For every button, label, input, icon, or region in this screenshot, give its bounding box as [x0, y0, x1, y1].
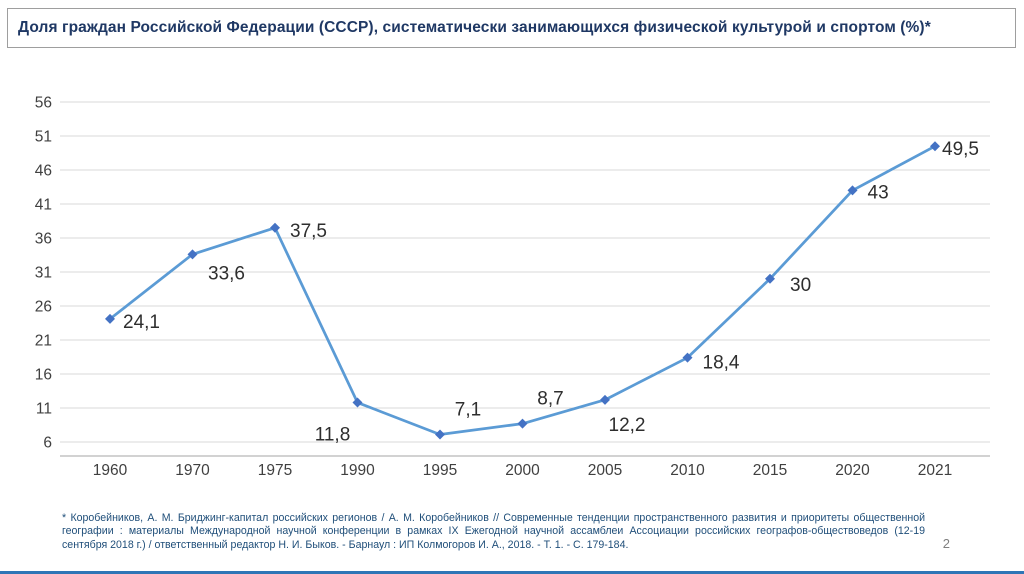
- svg-text:41: 41: [35, 197, 52, 214]
- page-number: 2: [942, 536, 950, 551]
- svg-text:33,6: 33,6: [208, 263, 245, 284]
- svg-text:1960: 1960: [93, 462, 128, 479]
- svg-text:11,8: 11,8: [315, 425, 351, 446]
- svg-text:7,1: 7,1: [455, 400, 481, 421]
- svg-text:8,7: 8,7: [537, 389, 563, 410]
- line-chart: 6 11 16 21 26 31 36 41 46 51 56 1960 1970 1975 1990 199…: [35, 95, 990, 479]
- svg-text:2015: 2015: [753, 462, 787, 479]
- svg-text:1975: 1975: [258, 462, 292, 479]
- y-axis-labels: 6 11 16 21 26 31 36 41 46 51 56: [35, 95, 52, 452]
- data-line: [109, 144, 936, 436]
- svg-text:51: 51: [35, 129, 52, 146]
- svg-text:31: 31: [35, 265, 52, 282]
- gridlines: [60, 101, 990, 443]
- slide-title: Доля граждан Российской Федерации (СССР)…: [18, 19, 931, 36]
- x-axis-labels: 1960 1970 1975 1990 1995 2000 2005 2010 2015 2020…: [93, 462, 952, 479]
- svg-text:12,2: 12,2: [609, 415, 646, 436]
- svg-text:1995: 1995: [423, 462, 457, 479]
- svg-text:2020: 2020: [835, 462, 870, 479]
- svg-text:49,5: 49,5: [942, 139, 979, 160]
- svg-text:26: 26: [35, 299, 52, 316]
- svg-text:2010: 2010: [670, 462, 705, 479]
- svg-text:46: 46: [35, 163, 52, 180]
- bottom-accent-line: [0, 571, 1024, 574]
- svg-text:30: 30: [790, 275, 811, 296]
- svg-text:1970: 1970: [175, 462, 210, 479]
- svg-text:37,5: 37,5: [290, 221, 327, 242]
- svg-text:24,1: 24,1: [123, 312, 160, 333]
- svg-text:2005: 2005: [588, 462, 622, 479]
- svg-text:21: 21: [35, 333, 52, 350]
- data-markers: [105, 141, 940, 440]
- svg-text:2000: 2000: [505, 462, 540, 479]
- svg-text:1990: 1990: [340, 462, 375, 479]
- svg-text:6: 6: [43, 435, 52, 452]
- svg-text:18,4: 18,4: [703, 353, 740, 374]
- svg-text:11: 11: [36, 401, 52, 418]
- svg-text:2021: 2021: [918, 462, 952, 479]
- chart-area: 6 11 16 21 26 31 36 41 46 51 56 1960 1970 1975 1990 199…: [30, 88, 1005, 486]
- slide-title-box: Доля граждан Российской Федерации (СССР)…: [7, 8, 1016, 48]
- data-labels: 24,1 33,6 37,5 11,8 7,1 8,7 12,2 18,4 30 43 49,5: [123, 139, 979, 445]
- footnote-citation: * Коробейников, А. М. Бриджинг-капитал р…: [62, 512, 925, 551]
- svg-text:43: 43: [868, 182, 889, 203]
- svg-text:56: 56: [35, 95, 52, 112]
- svg-text:36: 36: [35, 231, 52, 248]
- svg-text:16: 16: [35, 367, 52, 384]
